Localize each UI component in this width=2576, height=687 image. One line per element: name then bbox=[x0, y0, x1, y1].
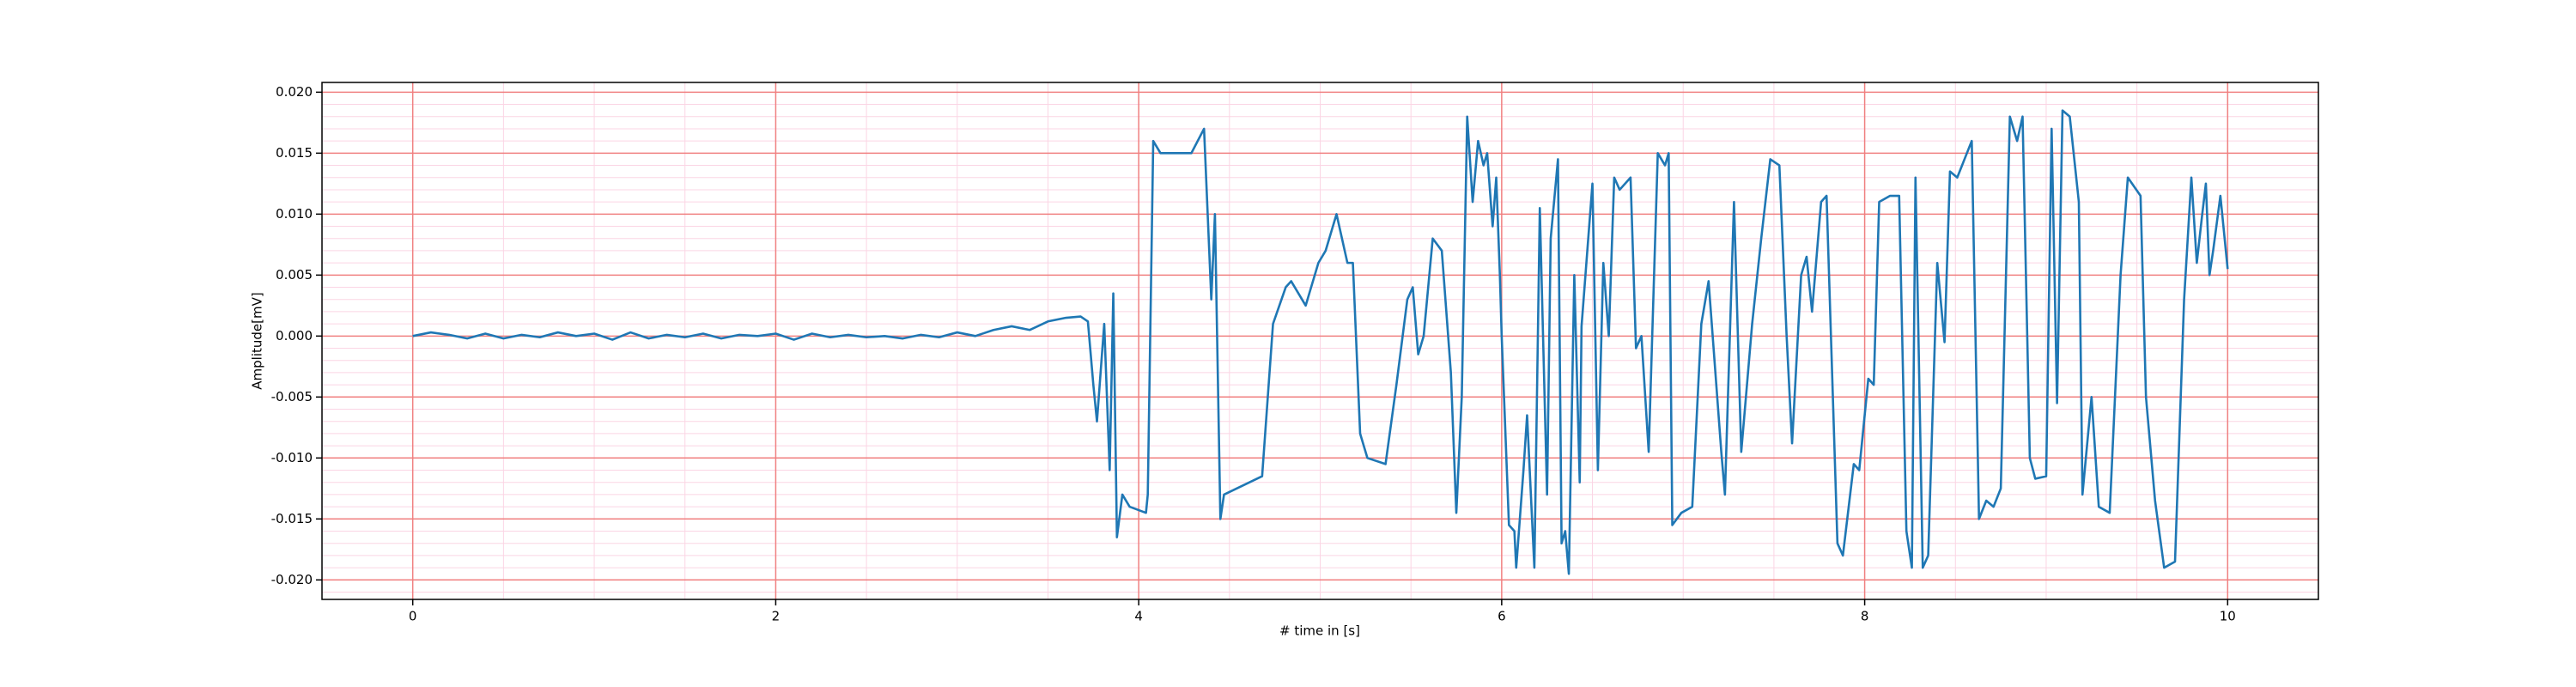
y-tick-label: 0.010 bbox=[276, 206, 313, 222]
y-tick-label: -0.010 bbox=[271, 450, 313, 465]
x-tick-label: 10 bbox=[2220, 609, 2236, 624]
series-line bbox=[412, 109, 2229, 575]
x-tick-label: 4 bbox=[1134, 609, 1143, 624]
y-tick-label: -0.005 bbox=[271, 389, 313, 404]
y-tick-label: 0.015 bbox=[276, 145, 313, 161]
x-tick-label: 8 bbox=[1861, 609, 1869, 624]
x-tick-label: 0 bbox=[409, 609, 417, 624]
y-tick-label: -0.020 bbox=[271, 572, 313, 587]
x-tick-label: 2 bbox=[772, 609, 781, 624]
x-tick-label: 6 bbox=[1498, 609, 1506, 624]
y-tick-label: 0.005 bbox=[276, 267, 313, 283]
y-tick-label: 0.000 bbox=[276, 328, 313, 344]
y-axis-label: Amplitude[mV] bbox=[250, 292, 265, 389]
y-tick-label: 0.020 bbox=[276, 84, 313, 100]
x-axis-label: # time in [s] bbox=[1279, 623, 1360, 639]
y-tick-label: -0.015 bbox=[271, 511, 313, 526]
plot-frame bbox=[321, 82, 2319, 600]
